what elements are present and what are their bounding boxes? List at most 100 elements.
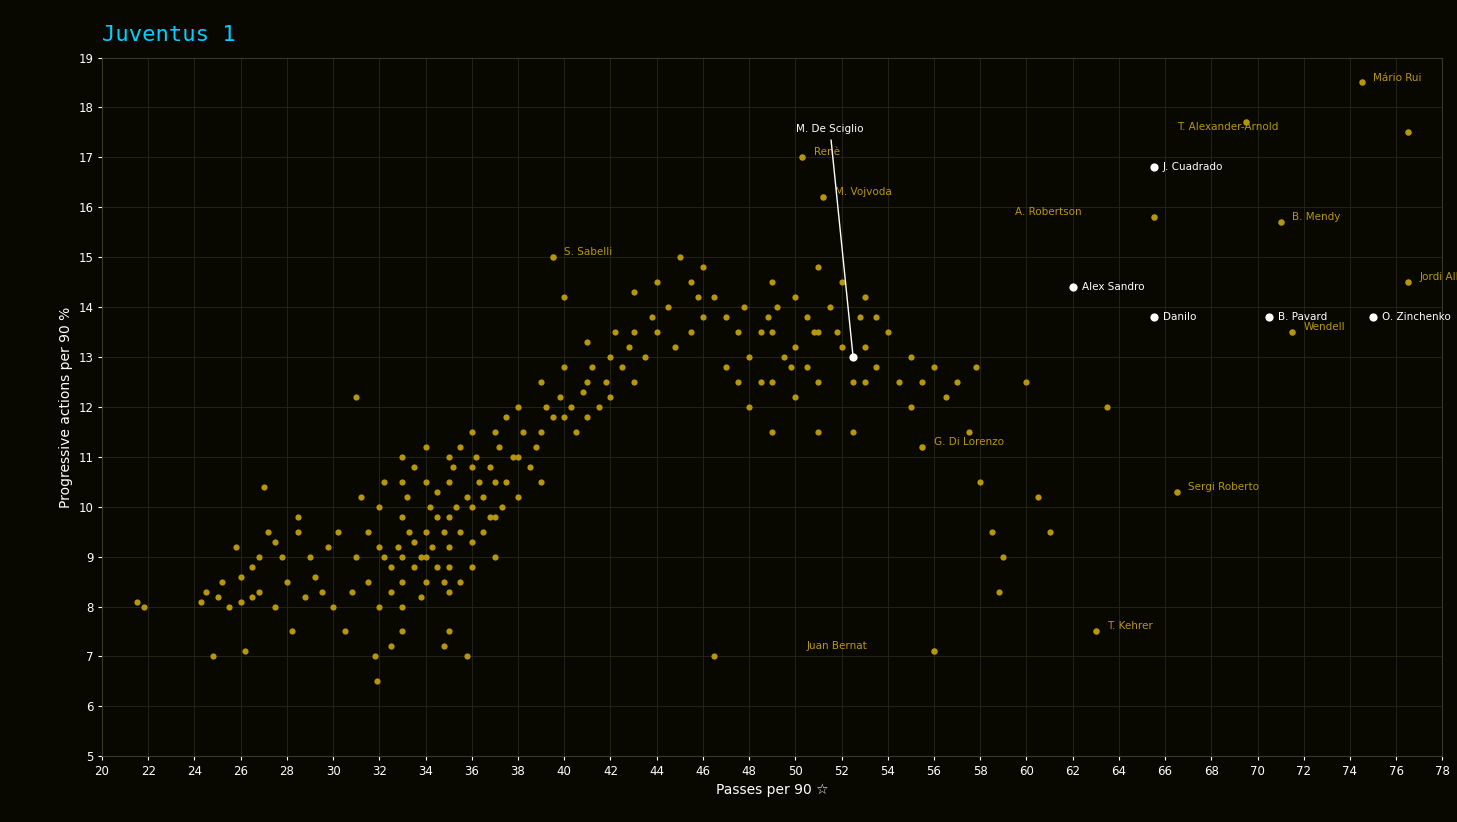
Point xyxy=(622,285,645,298)
Point xyxy=(864,311,887,324)
Point xyxy=(726,376,749,389)
Point xyxy=(367,500,390,513)
Point xyxy=(133,600,156,613)
Text: Wendell: Wendell xyxy=(1304,322,1345,332)
Point xyxy=(456,650,479,663)
Point xyxy=(287,525,310,538)
Point xyxy=(733,301,756,314)
Point xyxy=(622,376,645,389)
Point xyxy=(796,311,819,324)
Point xyxy=(264,535,287,548)
Point xyxy=(264,600,287,613)
Point xyxy=(791,150,814,164)
Point xyxy=(864,360,887,373)
Point xyxy=(714,311,737,324)
Point xyxy=(946,376,969,389)
Point xyxy=(433,640,456,653)
Point xyxy=(691,311,714,324)
Text: Mário Rui: Mário Rui xyxy=(1372,72,1422,82)
Point xyxy=(571,386,594,399)
Point xyxy=(478,510,501,524)
Point xyxy=(807,376,830,389)
Point xyxy=(852,376,876,389)
Point xyxy=(1349,76,1372,89)
Point xyxy=(414,550,437,563)
Point xyxy=(599,350,622,363)
Point xyxy=(807,261,830,274)
Point xyxy=(409,550,433,563)
Point xyxy=(610,360,634,373)
Text: T. Alexander-Arnold: T. Alexander-Arnold xyxy=(1177,122,1278,132)
Point xyxy=(887,376,911,389)
Point xyxy=(386,540,409,553)
Point xyxy=(501,450,525,464)
Point xyxy=(981,525,1004,538)
Point xyxy=(1096,400,1119,413)
Point xyxy=(663,340,686,353)
Point xyxy=(830,340,854,353)
Point xyxy=(842,376,865,389)
Point xyxy=(529,425,552,438)
Point xyxy=(779,360,803,373)
Point xyxy=(559,400,583,413)
Point xyxy=(992,550,1016,563)
Point xyxy=(576,410,599,423)
Point xyxy=(1281,326,1304,339)
Point xyxy=(507,490,530,503)
Point xyxy=(737,350,761,363)
Text: B. Pavard: B. Pavard xyxy=(1278,312,1327,322)
Point xyxy=(714,360,737,373)
Point xyxy=(390,575,414,589)
Point xyxy=(441,460,465,473)
Point xyxy=(437,450,460,464)
Point xyxy=(507,400,530,413)
Point xyxy=(576,335,599,349)
Point xyxy=(641,311,664,324)
Point xyxy=(535,400,558,413)
Point xyxy=(1361,311,1384,324)
Point xyxy=(812,191,835,204)
Point xyxy=(552,290,576,303)
Point xyxy=(390,550,414,563)
Point xyxy=(395,490,418,503)
Point xyxy=(761,275,784,289)
Point xyxy=(390,475,414,488)
Point xyxy=(275,575,299,589)
Point xyxy=(478,460,501,473)
Point xyxy=(529,475,552,488)
Point xyxy=(986,585,1010,598)
Point xyxy=(334,625,357,638)
Point xyxy=(541,410,564,423)
Point xyxy=(1026,490,1049,503)
Point xyxy=(425,510,449,524)
Point xyxy=(1061,280,1084,293)
Point xyxy=(1257,311,1281,324)
Text: A. Robertson: A. Robertson xyxy=(1016,207,1081,217)
Text: J. Cuadrado: J. Cuadrado xyxy=(1163,162,1224,173)
Point xyxy=(679,326,702,339)
Point xyxy=(201,650,224,663)
Point xyxy=(414,475,437,488)
Point xyxy=(484,550,507,563)
Point xyxy=(465,450,488,464)
Point xyxy=(125,595,149,608)
Text: Juan Bernat: Juan Bernat xyxy=(807,641,867,652)
Point xyxy=(367,540,390,553)
Point xyxy=(229,570,252,583)
Point xyxy=(437,540,460,553)
Point xyxy=(256,525,280,538)
Point xyxy=(876,326,899,339)
Point xyxy=(425,560,449,573)
Point xyxy=(280,625,303,638)
Point xyxy=(402,535,425,548)
Point xyxy=(594,376,618,389)
Point xyxy=(957,425,981,438)
Point xyxy=(807,425,830,438)
Point xyxy=(511,425,535,438)
Point xyxy=(363,650,386,663)
X-axis label: Passes per 90 ☆: Passes per 90 ☆ xyxy=(715,783,829,797)
Point xyxy=(756,311,779,324)
Point xyxy=(899,400,922,413)
Point xyxy=(1234,116,1257,129)
Point xyxy=(772,350,796,363)
